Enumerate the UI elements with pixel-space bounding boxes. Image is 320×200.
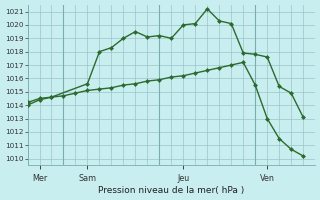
X-axis label: Pression niveau de la mer( hPa ): Pression niveau de la mer( hPa ) (98, 186, 244, 195)
